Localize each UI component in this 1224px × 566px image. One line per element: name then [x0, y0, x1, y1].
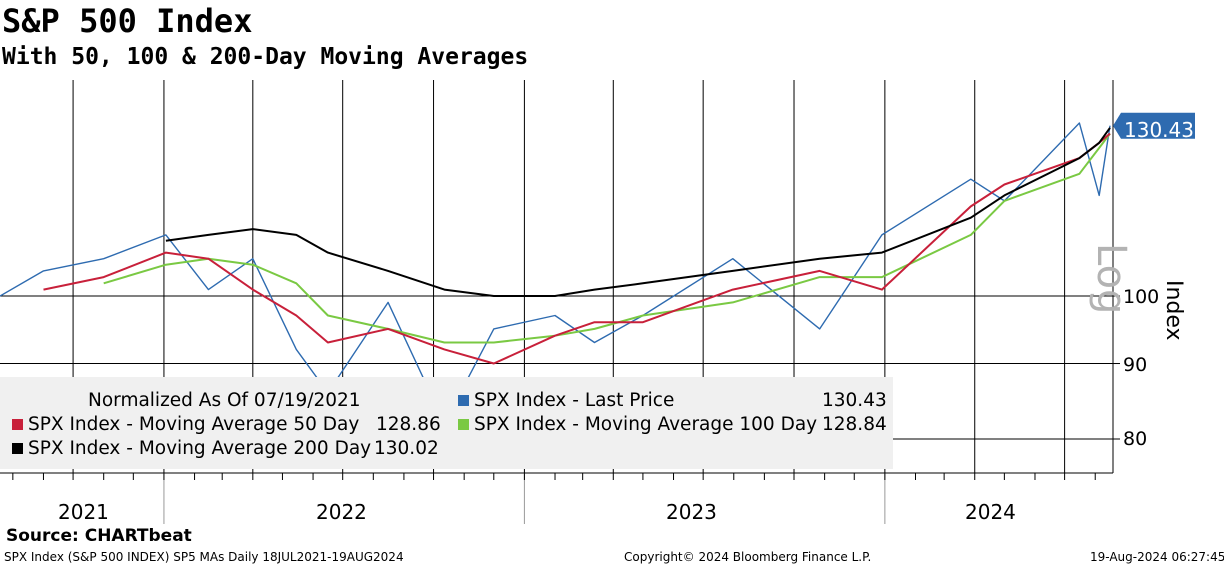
year-label-2024: 2024	[965, 500, 1016, 524]
last-value-badge: 130.43	[1124, 118, 1194, 142]
legend-label-ma50: SPX Index - Moving Average 50 Day	[28, 414, 360, 435]
y-tick-100: 100	[1123, 286, 1160, 308]
legend-swatch-last-price	[458, 395, 469, 406]
series-group	[0, 122, 1111, 424]
legend-item-ma100: SPX Index - Moving Average 100 Day	[458, 414, 817, 435]
legend-label-ma200: SPX Index - Moving Average 200 Day	[28, 438, 372, 459]
year-label-2023: 2023	[666, 500, 717, 524]
year-label-2021: 2021	[58, 500, 109, 524]
series-line-ma200	[165, 127, 1111, 297]
legend-swatch-ma100	[458, 419, 469, 430]
year-label-2022: 2022	[316, 500, 367, 524]
chart-subtitle: With 50, 100 & 200-Day Moving Averages	[2, 44, 529, 70]
footer-left: SPX Index (S&P 500 INDEX) SP5 MAs Daily …	[4, 550, 404, 564]
legend-item-ma200: SPX Index - Moving Average 200 Day	[12, 438, 371, 459]
series-line-ma50	[43, 132, 1111, 365]
legend-panel: Normalized As Of 07/19/2021 SPX Index - …	[0, 377, 893, 469]
y-tick-80: 80	[1123, 428, 1148, 450]
y-axis-label: Index	[1161, 280, 1186, 341]
legend-item-ma50: SPX Index - Moving Average 50 Day	[12, 414, 359, 435]
legend-value-last-price: 130.43	[822, 390, 887, 411]
scale-label: Log	[1088, 243, 1134, 315]
chart-title: S&P 500 Index	[2, 2, 253, 40]
y-tick-90: 90	[1123, 354, 1148, 376]
legend-label-ma100: SPX Index - Moving Average 100 Day	[474, 414, 818, 435]
legend-value-ma200: 130.02	[374, 438, 439, 459]
x-axis	[0, 80, 1114, 524]
legend-item-last-price: SPX Index - Last Price	[458, 390, 674, 411]
right-axis-ticks	[1113, 112, 1195, 440]
legend-value-ma50: 128.86	[376, 414, 441, 435]
legend-swatch-ma50	[12, 419, 23, 430]
source-note: Source: CHARTbeat	[6, 526, 192, 546]
last-value-badge-shape	[1113, 112, 1195, 139]
series-line-ma100	[103, 132, 1111, 344]
footer-center: Copyright© 2024 Bloomberg Finance L.P.	[624, 550, 872, 564]
legend-label-last-price: SPX Index - Last Price	[474, 390, 675, 411]
footer-right: 19-Aug-2024 06:27:45	[1090, 550, 1224, 564]
legend-swatch-ma200	[12, 443, 23, 454]
normalized-note: Normalized As Of 07/19/2021	[88, 390, 361, 411]
legend-value-ma100: 128.84	[822, 414, 887, 435]
